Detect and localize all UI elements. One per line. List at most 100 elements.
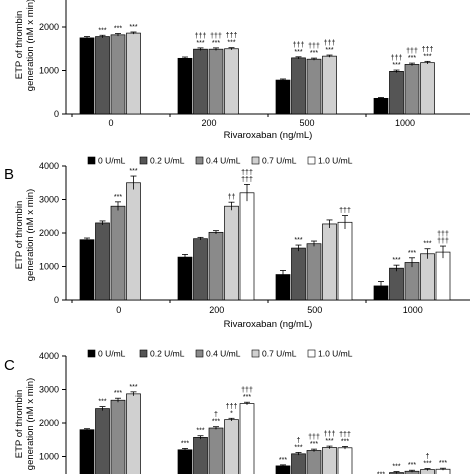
bar xyxy=(208,48,224,115)
significance-label: ††† xyxy=(195,33,207,40)
legend-entry: 0.2 U/mL xyxy=(150,156,185,166)
bar xyxy=(373,97,389,115)
bar xyxy=(126,32,141,115)
significance-label: ††† xyxy=(226,403,238,410)
legend-swatch xyxy=(307,349,316,358)
significance-label: ††† xyxy=(226,33,238,40)
y-axis-label-line: generation (nM x min) xyxy=(25,189,36,281)
legend-swatch xyxy=(87,156,96,165)
bar xyxy=(337,221,353,301)
y-axis-label-line: ETP of thrombin xyxy=(14,201,25,269)
y-tick-label: 3000 xyxy=(39,385,59,395)
x-tick-label: 500 xyxy=(307,305,322,315)
significance-label: *** xyxy=(423,461,431,468)
significance-label: ††† xyxy=(422,46,434,53)
legend-entry: 1.0 U/mL xyxy=(318,156,353,166)
bar xyxy=(193,48,208,115)
bar xyxy=(420,62,435,115)
significance-label: *** xyxy=(114,390,122,397)
y-axis-label-line: ETP of thrombin xyxy=(14,11,25,79)
significance-label: ††† xyxy=(406,48,418,55)
bar xyxy=(275,465,291,474)
y-tick-label: 1000 xyxy=(39,66,59,76)
bar xyxy=(126,393,141,474)
bar xyxy=(306,450,322,474)
significance-label: ††† xyxy=(391,55,403,62)
significance-label: *** xyxy=(377,471,385,474)
panel-label: C xyxy=(4,357,15,374)
bar xyxy=(404,64,420,115)
bar xyxy=(208,427,224,474)
y-tick-label: 2000 xyxy=(39,418,59,428)
legend-swatch xyxy=(251,349,260,358)
bar xyxy=(177,256,193,301)
significance-label: *** xyxy=(408,250,416,257)
y-axis-label-line: generation (nM x min) xyxy=(25,378,36,470)
bar xyxy=(177,449,193,474)
bar xyxy=(291,453,306,474)
significance-label: *** xyxy=(408,55,416,62)
significance-label: *** xyxy=(310,50,318,57)
legend-swatch xyxy=(87,349,96,358)
bar xyxy=(435,251,451,301)
bar xyxy=(337,447,353,474)
bar xyxy=(193,238,208,301)
legend-swatch xyxy=(251,156,260,165)
bar xyxy=(291,57,306,115)
legend-entry: 0.4 U/mL xyxy=(206,349,241,359)
bar xyxy=(79,429,95,474)
significance-label: *** xyxy=(129,168,137,175)
significance-label: *** xyxy=(196,428,204,435)
significance-label: ††† xyxy=(241,169,253,176)
x-tick-label: 200 xyxy=(209,305,224,315)
significance-label: *** xyxy=(294,444,302,451)
x-tick-label: 0 xyxy=(116,305,121,315)
bar xyxy=(322,447,337,474)
significance-label: *** xyxy=(392,62,400,69)
significance-label: ††† xyxy=(308,434,320,441)
bar xyxy=(110,205,126,301)
legend-entry: 0.2 U/mL xyxy=(150,349,185,359)
bar xyxy=(389,267,404,301)
panel-C: 1000 2000 3000 4000 ETP of thrombin generatio… xyxy=(4,349,451,474)
significance-label: ††† xyxy=(308,43,320,50)
bar xyxy=(110,34,126,115)
significance-label: ††† xyxy=(241,387,253,394)
significance-label: ††† xyxy=(339,431,351,438)
legend-swatch xyxy=(139,349,148,358)
bar xyxy=(193,437,208,474)
bar xyxy=(275,79,291,115)
y-tick-label: 0 xyxy=(54,109,59,119)
significance-label: *** xyxy=(98,399,106,406)
significance-label: † xyxy=(297,437,301,444)
bar xyxy=(95,36,110,115)
legend-swatch xyxy=(195,156,204,165)
significance-label: *** xyxy=(423,241,431,248)
x-tick-label: 200 xyxy=(201,118,216,128)
x-tick-label: 1000 xyxy=(395,118,415,128)
bar xyxy=(126,182,141,301)
significance-label: *** xyxy=(212,419,220,426)
significance-label: *** xyxy=(196,40,204,47)
significance-label: *** xyxy=(114,194,122,201)
x-axis-label: Rivaroxaban (ng/mL) xyxy=(224,130,313,141)
x-tick-label: 1000 xyxy=(403,305,423,315)
significance-label: ††† xyxy=(324,40,336,47)
legend-entry: 1.0 U/mL xyxy=(318,349,353,359)
significance-label: * xyxy=(230,410,233,417)
bar xyxy=(306,243,322,301)
significance-label: *** xyxy=(212,40,220,47)
bar xyxy=(404,262,420,301)
bar xyxy=(224,48,239,115)
bar xyxy=(420,253,435,301)
bar xyxy=(177,57,193,115)
bar xyxy=(95,222,110,301)
bar xyxy=(291,247,306,301)
significance-label: *** xyxy=(325,47,333,54)
significance-label: ††† xyxy=(324,431,336,438)
significance-label: *** xyxy=(325,438,333,445)
bar xyxy=(322,223,337,301)
y-tick-label: 0 xyxy=(54,295,59,305)
